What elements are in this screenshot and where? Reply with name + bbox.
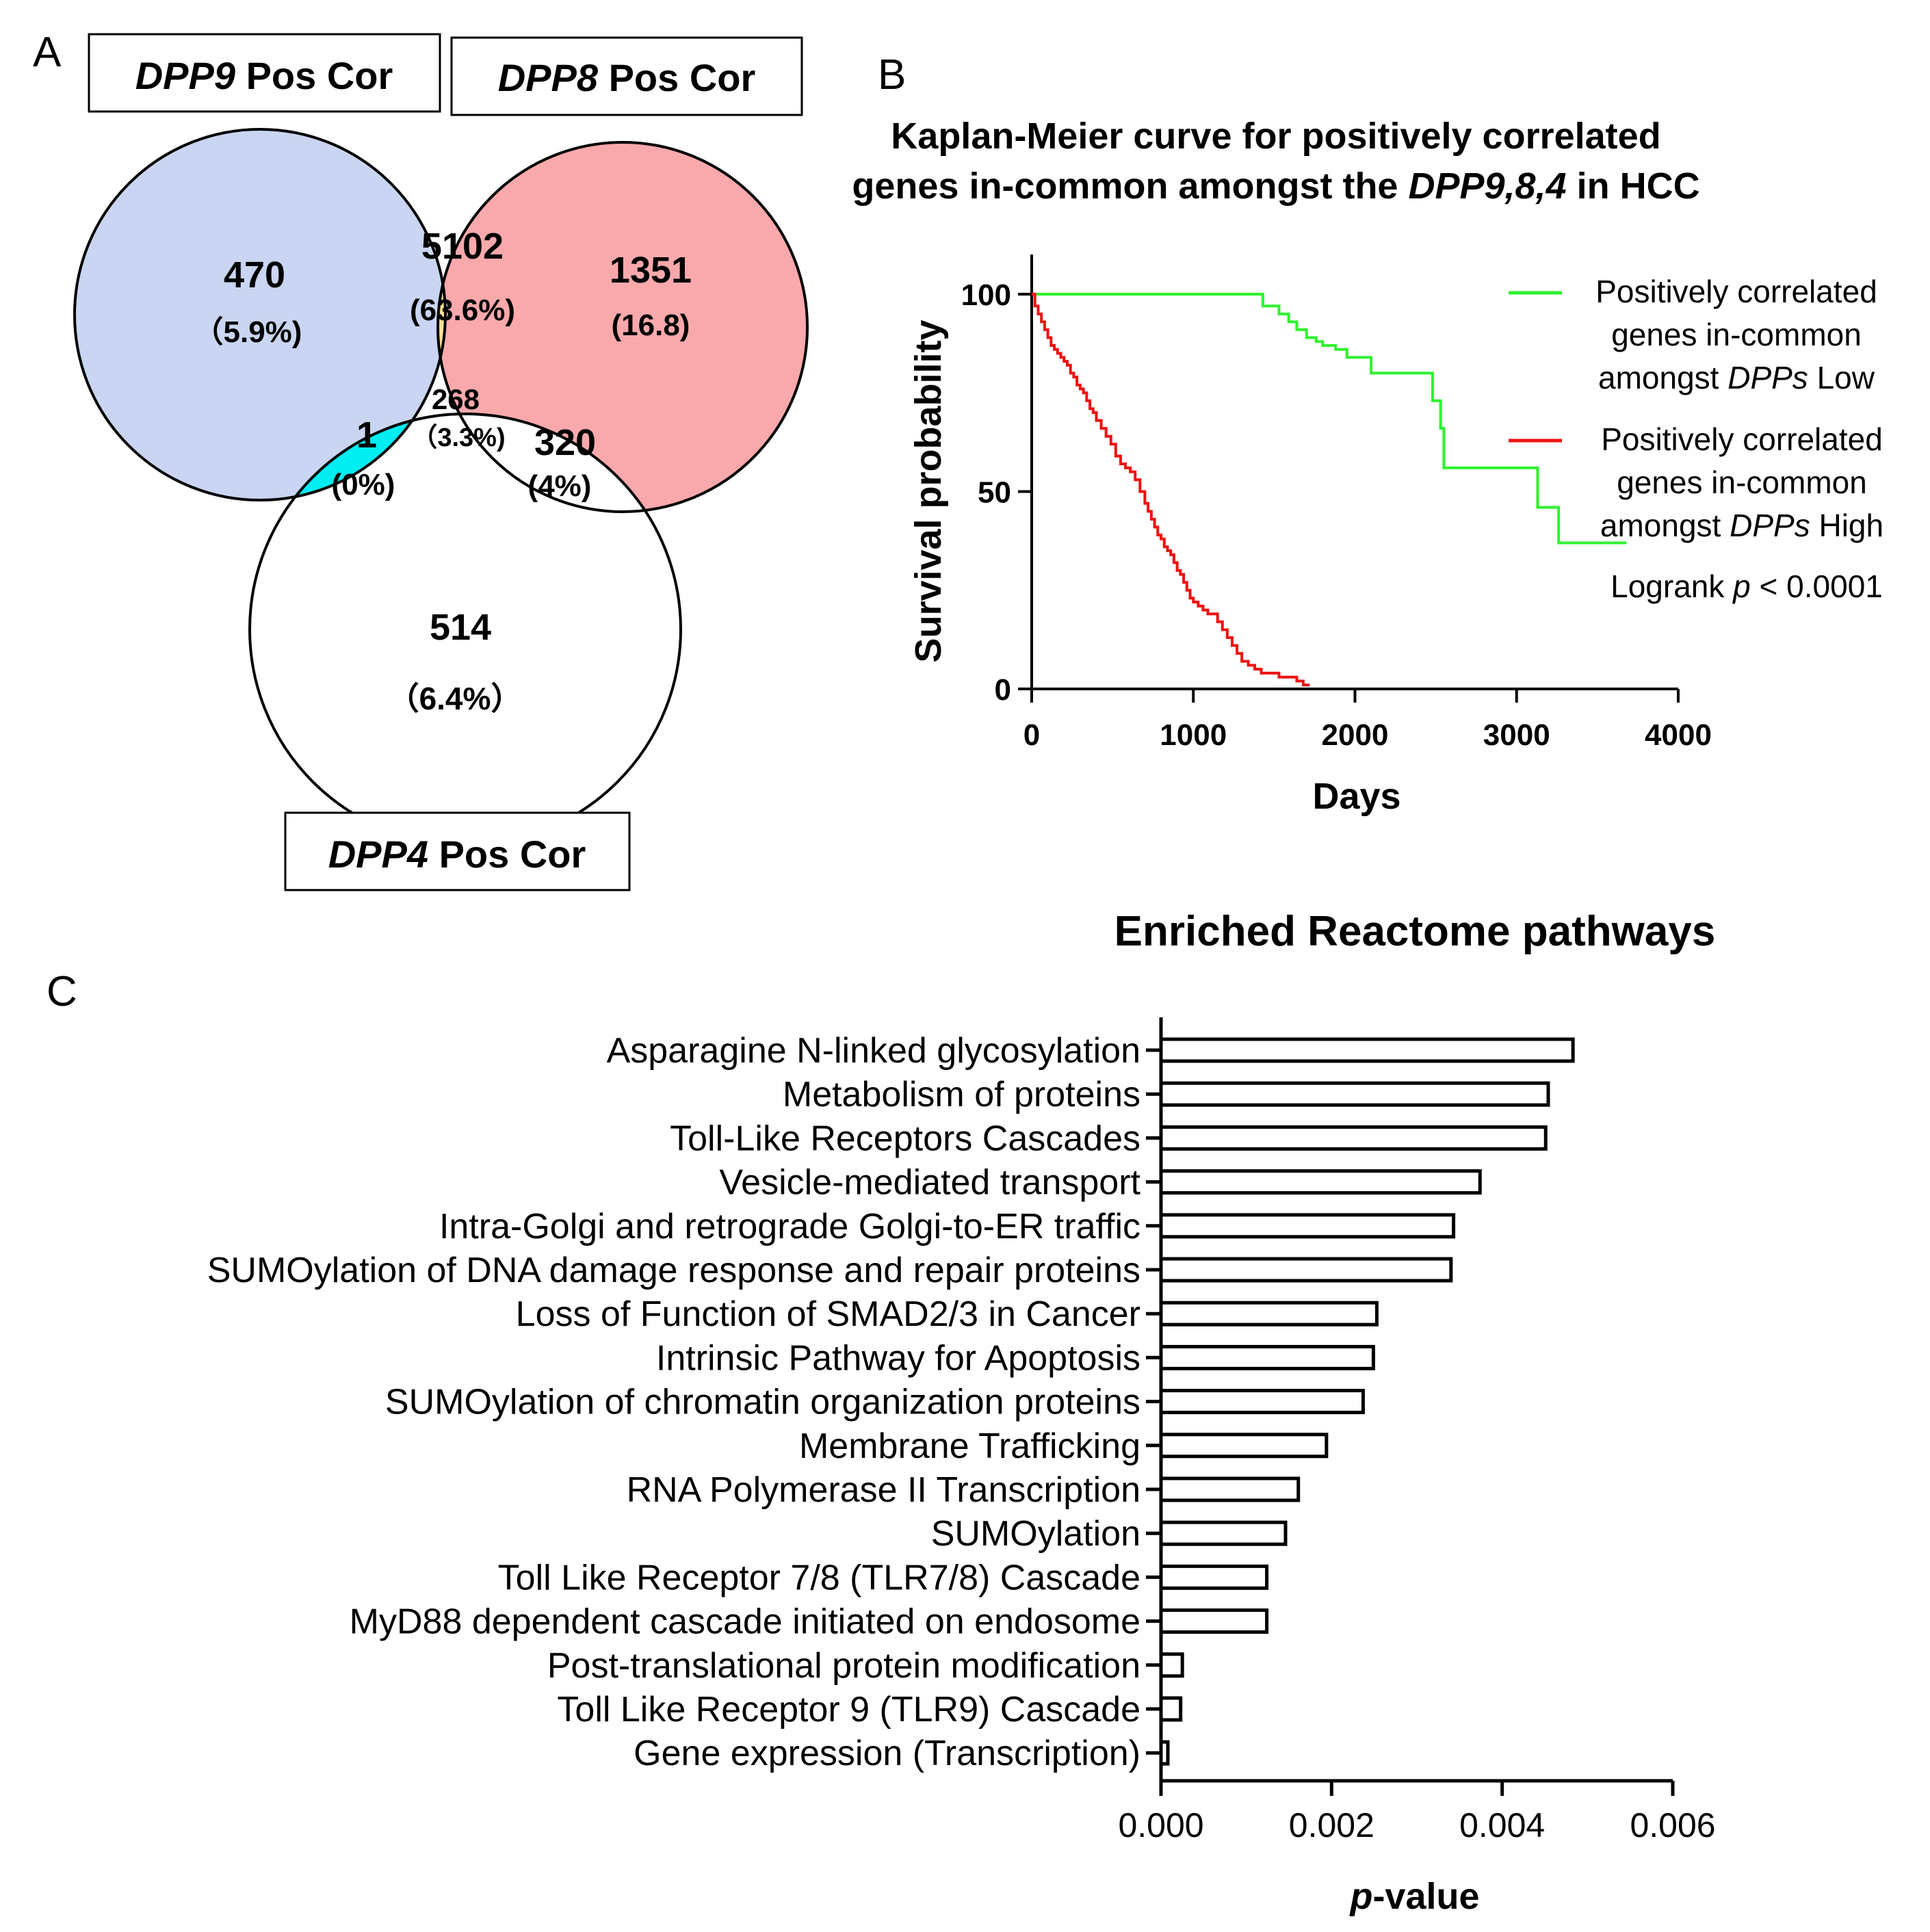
bar-category-label: Loss of Function of SMAD2/3 in Cancer bbox=[516, 1294, 1140, 1334]
svg-text:DPP8 Pos Cor: DPP8 Pos Cor bbox=[498, 56, 756, 99]
bar-category-label: Post-translational protein modification bbox=[547, 1646, 1140, 1686]
venn-dpp9-circle bbox=[75, 129, 445, 500]
km-series-high-line bbox=[1032, 293, 1310, 687]
bar bbox=[1159, 1564, 1269, 1590]
bar bbox=[1159, 1608, 1269, 1634]
bar-category-label: Toll-Like Receptors Cascades bbox=[670, 1119, 1140, 1158]
bar bbox=[1159, 1213, 1456, 1239]
km-x-tick-label: 4000 bbox=[1645, 718, 1712, 752]
km-x-tick-label: 1000 bbox=[1160, 718, 1227, 752]
km-series-low-line bbox=[1032, 293, 1627, 545]
bar-xlabel: p-value bbox=[1348, 1876, 1479, 1917]
bar bbox=[1159, 1169, 1482, 1195]
region-dpp8-only-count: 1351 bbox=[610, 250, 692, 291]
km-legend-low-line2: genes in-common bbox=[1611, 317, 1862, 352]
bar-category-label: Toll Like Receptor 7/8 (TLR7/8) Cascade bbox=[498, 1558, 1140, 1597]
km-legend-high-line2: genes in-common bbox=[1617, 465, 1867, 500]
bar bbox=[1159, 1125, 1548, 1151]
bar-category-label: Gene expression (Transcription) bbox=[634, 1734, 1140, 1773]
bar-panel: C Enriched Reactome pathways 0.000 0.002 0… bbox=[47, 908, 1716, 1917]
bar-marks bbox=[1159, 1037, 1575, 1766]
bar bbox=[1159, 1301, 1379, 1327]
region-dpp4-only-count: 514 bbox=[430, 607, 491, 648]
region-dpp9-dpp4-percent: (0%) bbox=[332, 468, 395, 501]
venn-set-label-dpp4: DPP4 Pos Cor bbox=[284, 811, 631, 891]
bar-x-tick-label: 0.006 bbox=[1630, 1806, 1715, 1844]
km-legend-high-line1: Positively correlated bbox=[1601, 421, 1883, 457]
bar-category-label: SUMOylation bbox=[931, 1514, 1140, 1554]
km-legend-low-line1: Positively correlated bbox=[1595, 274, 1877, 309]
bar-category-label: SUMOylation of DNA damage response and r… bbox=[207, 1251, 1140, 1290]
region-dpp9-dpp8-percent: (63.6%) bbox=[410, 293, 515, 327]
panel-label-a: A bbox=[33, 29, 62, 76]
bar bbox=[1159, 1520, 1288, 1546]
venn-dpp8-circle bbox=[438, 142, 807, 512]
bar-category-label: SUMOylation of chromatin organization pr… bbox=[385, 1383, 1140, 1422]
venn-dpp8-outline bbox=[436, 141, 809, 513]
bar-category-label: Intra-Golgi and retrograde Golgi-to-ER t… bbox=[439, 1207, 1140, 1246]
region-dpp8-dpp4-percent: (4%) bbox=[528, 469, 592, 503]
bar-category-label: MyD88 dependent cascade initiated on end… bbox=[350, 1602, 1140, 1642]
km-x-tick-label: 0 bbox=[1023, 718, 1040, 752]
bar-category-label: RNA Polymerase II Transcription bbox=[627, 1470, 1140, 1510]
region-dpp9-only-percent: （5.9%) bbox=[194, 315, 302, 349]
venn-dpp4-circle bbox=[250, 414, 681, 845]
bar bbox=[1159, 1696, 1183, 1722]
km-y-tick-label: 50 bbox=[978, 476, 1011, 510]
km-panel: B Kaplan-Meier curve for positively corr… bbox=[852, 51, 1883, 817]
km-xlabel: Days bbox=[1312, 776, 1400, 817]
bar bbox=[1159, 1740, 1170, 1766]
bar bbox=[1159, 1433, 1329, 1459]
bar bbox=[1159, 1344, 1375, 1370]
bar bbox=[1159, 1476, 1301, 1502]
bar-title: Enriched Reactome pathways bbox=[1114, 908, 1716, 955]
bar-category-label: Intrinsic Pathway for Apoptosis bbox=[656, 1338, 1140, 1378]
venn-dpp9-outline bbox=[73, 128, 447, 501]
bar bbox=[1159, 1257, 1453, 1283]
venn-set-label-dpp9: DPP9 Pos Cor bbox=[88, 33, 441, 113]
km-ylabel: Survival probability bbox=[908, 319, 949, 662]
bar bbox=[1159, 1389, 1365, 1415]
region-dpp9-only-count: 470 bbox=[224, 254, 285, 296]
km-legend: Positively correlated genes in-common am… bbox=[1509, 274, 1883, 604]
km-y-tick-label: 0 bbox=[995, 673, 1011, 707]
bar bbox=[1159, 1081, 1550, 1107]
km-title-line1: Kaplan-Meier curve for positively correl… bbox=[891, 116, 1660, 157]
km-legend-high-line3: amongst DPPs High bbox=[1600, 508, 1883, 543]
region-dpp9-dpp8-count: 5102 bbox=[421, 226, 504, 267]
bar-category-label: Vesicle-mediated transport bbox=[719, 1163, 1140, 1203]
bar-category-label: Metabolism of proteins bbox=[783, 1075, 1140, 1114]
bar bbox=[1159, 1037, 1575, 1063]
region-dpp9-dpp4-count: 1 bbox=[356, 415, 377, 456]
region-center-percent: （3.3%) bbox=[411, 423, 505, 452]
region-center-count: 268 bbox=[432, 383, 480, 415]
venn-set-label-dpp8: DPP8 Pos Cor bbox=[450, 36, 803, 116]
svg-text:DPP4 Pos Cor: DPP4 Pos Cor bbox=[328, 833, 586, 876]
bar-axes: 0.000 0.002 0.004 0.006 Asparagine N-linked … bbox=[207, 1017, 1716, 1844]
km-y-tick-label: 100 bbox=[961, 278, 1011, 312]
bar-x-tick-label: 0.002 bbox=[1289, 1806, 1374, 1844]
bar-category-label: Toll Like Receptor 9 (TLR9) Cascade bbox=[557, 1690, 1140, 1729]
bar-category-label: Asparagine N-linked glycosylation bbox=[607, 1031, 1140, 1071]
venn-panel: A DPP9 Pos Cor DPP8 Pos Cor bbox=[33, 29, 809, 891]
svg-text:DPP9 Pos Cor: DPP9 Pos Cor bbox=[135, 54, 393, 97]
km-x-tick-label: 3000 bbox=[1483, 718, 1550, 752]
bar-x-tick-label: 0.004 bbox=[1459, 1806, 1545, 1844]
km-curves bbox=[1032, 293, 1627, 687]
bar-x-tick-label: 0.000 bbox=[1118, 1806, 1203, 1844]
km-title-line2: genes in-common amongst the DPP9,8,4 in … bbox=[852, 166, 1699, 207]
bar bbox=[1159, 1652, 1184, 1678]
panel-label-c: C bbox=[47, 968, 77, 1015]
region-dpp8-dpp4-count: 320 bbox=[534, 422, 596, 463]
km-legend-low-line3: amongst DPPs Low bbox=[1598, 360, 1875, 395]
panel-label-b: B bbox=[878, 51, 906, 99]
km-logrank-annotation: Logrank p < 0.0001 bbox=[1610, 569, 1883, 604]
bar-category-label: Membrane Trafficking bbox=[799, 1426, 1140, 1466]
region-dpp4-only-percent: （6.4%） bbox=[388, 681, 523, 716]
km-x-tick-label: 2000 bbox=[1322, 718, 1389, 752]
region-dpp8-only-percent: (16.8) bbox=[612, 309, 690, 342]
